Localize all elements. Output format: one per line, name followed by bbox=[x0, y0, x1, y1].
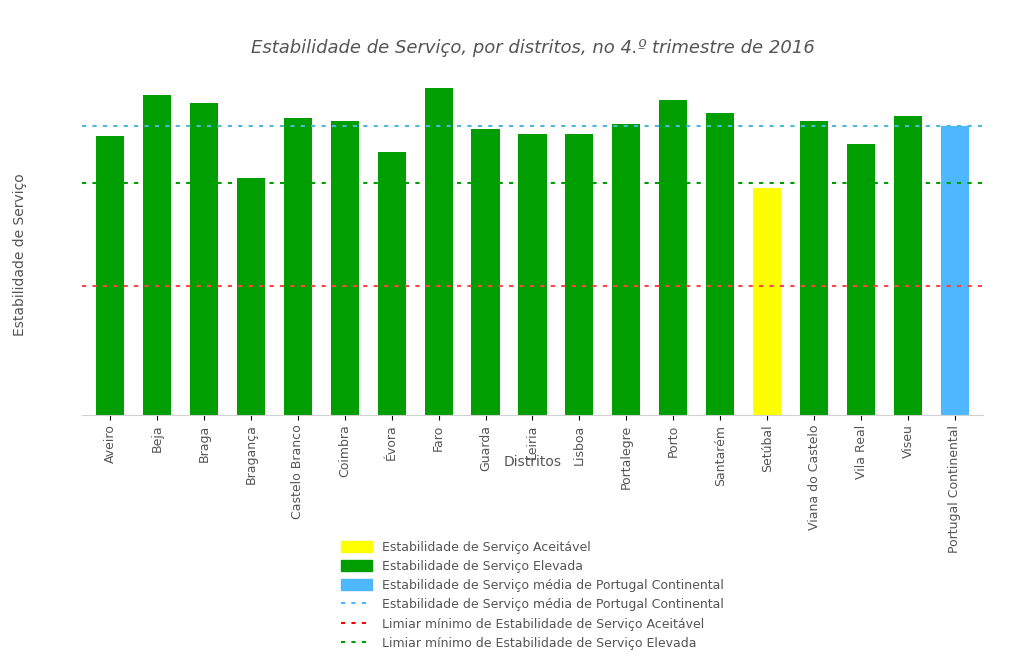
Bar bbox=[518, 134, 547, 415]
Bar bbox=[237, 178, 265, 415]
Bar bbox=[612, 124, 640, 415]
Bar bbox=[894, 116, 922, 415]
Bar bbox=[847, 145, 876, 415]
Text: Distritos: Distritos bbox=[504, 455, 561, 468]
Bar bbox=[565, 134, 594, 415]
Bar bbox=[378, 152, 406, 415]
Bar bbox=[331, 121, 358, 415]
Bar bbox=[707, 113, 734, 415]
Bar bbox=[143, 95, 171, 415]
Bar bbox=[471, 128, 500, 415]
Bar bbox=[753, 188, 781, 415]
Text: Estabilidade de Serviço: Estabilidade de Serviço bbox=[13, 173, 28, 336]
Legend: Estabilidade de Serviço Aceitável, Estabilidade de Serviço Elevada, Estabilidade: Estabilidade de Serviço Aceitável, Estab… bbox=[335, 535, 730, 656]
Bar bbox=[96, 136, 124, 415]
Bar bbox=[800, 121, 828, 415]
Title: Estabilidade de Serviço, por distritos, no 4.º trimestre de 2016: Estabilidade de Serviço, por distritos, … bbox=[251, 39, 814, 57]
Bar bbox=[425, 88, 453, 415]
Bar bbox=[659, 100, 687, 415]
Bar bbox=[941, 126, 969, 415]
Bar bbox=[189, 103, 218, 415]
Bar bbox=[284, 118, 312, 415]
